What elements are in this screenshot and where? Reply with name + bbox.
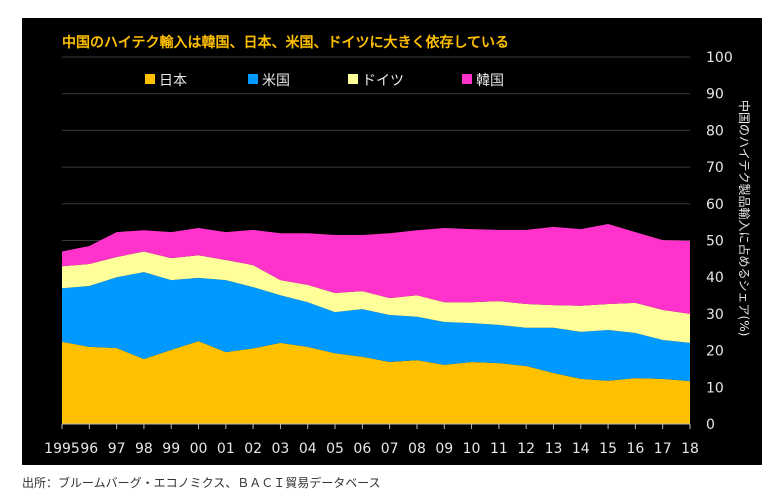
- x-tick-label: 13: [545, 441, 563, 457]
- y-tick-label: 10: [706, 380, 724, 396]
- x-tick-label: 06: [353, 441, 371, 457]
- legend-swatch: [145, 74, 155, 84]
- x-tick-label: 00: [190, 441, 208, 457]
- legend-swatch: [248, 74, 258, 84]
- legend-swatch: [462, 74, 472, 84]
- y-axis-title: 中国のハイテク製品輸入に占めるシェア(%): [737, 100, 752, 336]
- x-tick-label: 07: [381, 441, 399, 457]
- source-note: 出所：ブルームバーグ・エコノミクス、ＢＡＣＩ貿易データベース: [22, 476, 381, 490]
- chart-container: 0 10 20 30 40 50 60 70 80 90 100 1995 96 97 98 99 00 01 02…: [22, 18, 762, 465]
- chart-title: 中国のハイテク輸入は韓国、日本、米国、ドイツに大きく依存している: [62, 34, 509, 51]
- legend-label: 日本: [159, 73, 187, 89]
- legend-label: 米国: [262, 73, 290, 89]
- legend: 日本 米国 ドイツ 韓国: [145, 73, 504, 89]
- x-tick-label: 14: [572, 441, 590, 457]
- legend-item: 韓国: [462, 73, 504, 89]
- y-tick-label: 60: [706, 197, 724, 213]
- x-tick-label: 98: [135, 441, 153, 457]
- x-tick-label: 01: [217, 441, 235, 457]
- y-tick-label: 20: [706, 344, 724, 360]
- legend-label: 韓国: [476, 73, 504, 89]
- x-tick-label: 12: [517, 441, 535, 457]
- stacked-areas: [62, 224, 690, 424]
- x-tick-label: 11: [490, 441, 508, 457]
- x-tick-label: 17: [654, 441, 672, 457]
- x-tick-label: 02: [244, 441, 262, 457]
- legend-item: 日本: [145, 73, 187, 89]
- y-tick-label: 40: [706, 270, 724, 286]
- legend-swatch: [348, 74, 358, 84]
- y-tick-label: 80: [706, 123, 724, 139]
- x-tick-label: 18: [681, 441, 699, 457]
- x-tick-label: 09: [435, 441, 453, 457]
- x-tick-label: 99: [162, 441, 180, 457]
- area-series-1: [62, 272, 690, 382]
- x-tick-label: 04: [299, 441, 317, 457]
- axes: 0 10 20 30 40 50 60 70 80 90 100 1995 96 97 98 99 00 01 02…: [44, 50, 733, 457]
- legend-item: 米国: [248, 73, 290, 89]
- y-tick-label: 30: [706, 307, 724, 323]
- x-tick-label: 05: [326, 441, 344, 457]
- area-series-2: [62, 251, 690, 343]
- x-tick-label: 03: [272, 441, 290, 457]
- x-tick-label: 1995: [44, 441, 80, 457]
- legend-item: ドイツ: [348, 73, 404, 89]
- x-tick-label: 15: [599, 441, 617, 457]
- y-tick-label: 50: [706, 234, 724, 250]
- y-tick-label: 0: [706, 417, 715, 433]
- x-tick-label: 96: [80, 441, 98, 457]
- area-series-3: [62, 224, 690, 314]
- legend-label: ドイツ: [362, 73, 404, 89]
- x-tick-label: 08: [408, 441, 426, 457]
- x-tick-label: 16: [626, 441, 644, 457]
- y-tick-label: 100: [706, 50, 733, 66]
- x-tick-label: 10: [463, 441, 481, 457]
- chart-svg: 0 10 20 30 40 50 60 70 80 90 100 1995 96 97 98 99 00 01 02…: [44, 34, 752, 457]
- x-tick-label: 97: [108, 441, 126, 457]
- y-tick-label: 90: [706, 87, 724, 103]
- area-series-0: [62, 341, 690, 424]
- y-tick-label: 70: [706, 160, 724, 176]
